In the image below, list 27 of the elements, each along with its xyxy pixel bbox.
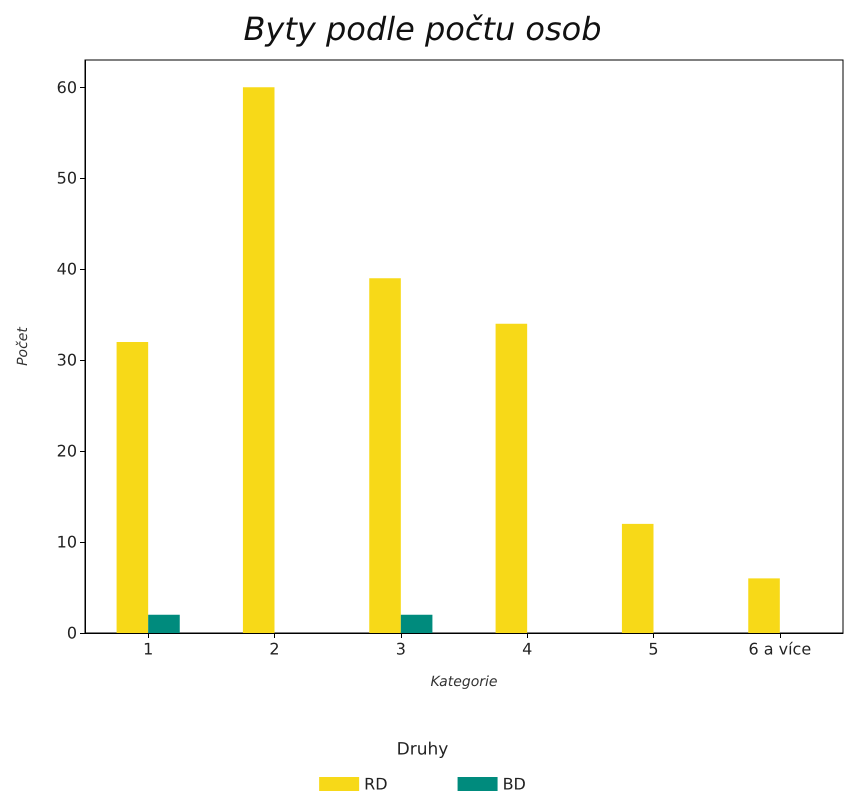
bar (148, 614, 180, 633)
y-tick-label: 50 (56, 168, 77, 188)
x-tick-label: 3 (396, 640, 406, 658)
legend-label: BD (502, 774, 526, 792)
x-tick-label: 1 (143, 640, 154, 658)
bar (400, 614, 432, 633)
y-axis-title: Počet (15, 326, 31, 366)
x-tick-label: 2 (269, 640, 280, 658)
chart-title: Byty podle počtu osob (243, 10, 602, 48)
bar (622, 524, 654, 633)
y-tick-label: 0 (66, 624, 77, 642)
bar (369, 278, 401, 633)
y-tick-label: 40 (56, 260, 77, 279)
bar (116, 342, 148, 633)
bar (496, 324, 528, 633)
x-tick-label: 6 a více (748, 640, 812, 658)
y-tick-label: 10 (56, 532, 77, 552)
y-tick-label: 60 (56, 78, 77, 97)
bar (748, 578, 780, 633)
y-tick-label: 30 (56, 350, 77, 370)
x-axis-title: Kategorie (430, 674, 498, 690)
x-tick-label: 4 (522, 640, 532, 658)
x-tick-label: 5 (648, 640, 659, 658)
legend-title: Druhy (396, 740, 448, 760)
legend-label: RD (364, 774, 388, 792)
y-tick-label: 20 (56, 442, 77, 461)
bar (242, 87, 274, 633)
